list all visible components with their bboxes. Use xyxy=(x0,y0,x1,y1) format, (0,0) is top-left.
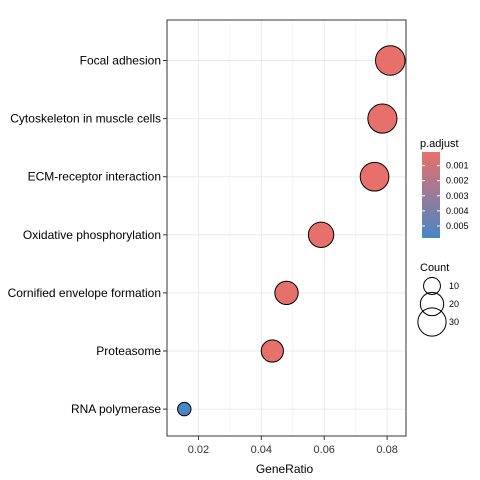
x-tick-label: 0.02 xyxy=(188,444,209,456)
x-tick-label: 0.04 xyxy=(251,444,272,456)
y-tick-label: Proteasome xyxy=(96,344,161,358)
size-legend-label: 10 xyxy=(449,281,459,291)
data-points xyxy=(177,45,406,417)
x-tick-label: 0.06 xyxy=(314,444,335,456)
y-tick-label: Cornified envelope formation xyxy=(8,286,161,300)
y-tick-label: Focal adhesion xyxy=(80,54,161,68)
data-point xyxy=(260,339,284,363)
x-axis: 0.02 0.04 0.06 0.08 xyxy=(188,436,398,456)
color-legend-label: 0.001 xyxy=(446,161,469,171)
x-tick-label: 0.08 xyxy=(376,444,397,456)
size-legend-key xyxy=(423,277,441,295)
color-legend: p.adjust 0.001 0.002 0.003 0.004 0.005 xyxy=(420,138,469,238)
y-tick-label: Oxidative phosphorylation xyxy=(23,228,161,242)
size-legend-label: 30 xyxy=(449,317,459,327)
size-legend-title: Count xyxy=(420,262,449,274)
data-point xyxy=(177,401,192,417)
data-point xyxy=(359,161,390,192)
size-legend: Count 10 20 30 xyxy=(417,262,459,337)
y-axis: Focal adhesion Cytoskeleton in muscle cel… xyxy=(8,54,167,416)
size-legend-key xyxy=(419,291,445,317)
color-legend-label: 0.004 xyxy=(446,206,469,216)
color-legend-title: p.adjust xyxy=(420,138,459,150)
y-tick-label: RNA polymerase xyxy=(71,402,161,416)
size-legend-label: 20 xyxy=(449,299,459,309)
data-point xyxy=(307,221,335,249)
panel-border xyxy=(166,19,407,437)
data-point xyxy=(274,280,299,306)
color-legend-label: 0.003 xyxy=(446,191,469,201)
color-legend-label: 0.002 xyxy=(446,176,469,186)
y-tick-label: Cytoskeleton in muscle cells xyxy=(10,112,161,126)
y-tick-label: ECM-receptor interaction xyxy=(28,170,161,184)
data-point xyxy=(375,45,406,76)
size-legend-key xyxy=(417,307,447,337)
x-axis-title: GeneRatio xyxy=(256,462,314,476)
color-legend-label: 0.005 xyxy=(446,221,469,231)
data-point xyxy=(367,103,398,134)
color-legend-bar xyxy=(422,152,440,238)
